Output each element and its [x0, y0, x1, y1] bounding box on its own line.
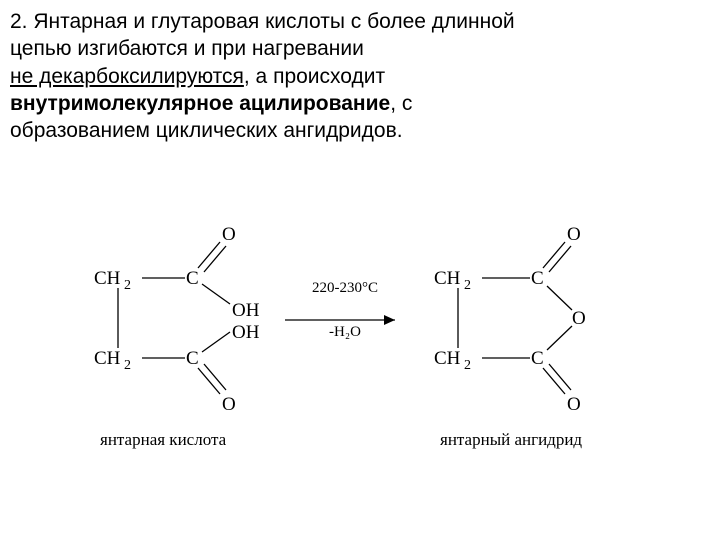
- svg-text:OH: OH: [232, 300, 260, 321]
- svg-text:O: O: [222, 394, 236, 415]
- line2: цепью изгибаются и при нагревании: [10, 37, 364, 60]
- svg-text:CH: CH: [434, 348, 461, 369]
- product-label: янтарный ангидрид: [440, 430, 582, 450]
- line3-rest: , а происходит: [244, 65, 385, 88]
- arrow-bottom-label: -H₂O: [290, 324, 400, 341]
- svg-text:2: 2: [124, 358, 131, 373]
- reactant-structure: CH2 CH2 C C O OH OH O: [80, 220, 270, 420]
- paragraph: 2. Янтарная и глутаровая кислоты с более…: [10, 8, 710, 144]
- svg-text:O: O: [567, 224, 581, 245]
- line5: образованием циклических ангидридов.: [10, 119, 403, 142]
- svg-text:C: C: [531, 348, 544, 369]
- svg-text:CH: CH: [94, 268, 121, 289]
- svg-text:O: O: [567, 394, 581, 415]
- svg-text:C: C: [186, 348, 199, 369]
- line3-underlined: не декарбоксилируются: [10, 65, 244, 88]
- svg-text:CH: CH: [434, 268, 461, 289]
- line4-bold: внутримолекулярное ацилирование: [10, 92, 390, 115]
- reactant-label: янтарная кислота: [100, 430, 226, 450]
- svg-text:O: O: [572, 308, 586, 329]
- product-structure: CH2 CH2 C C O O O: [420, 220, 620, 420]
- svg-text:OH: OH: [232, 322, 260, 343]
- svg-text:2: 2: [464, 278, 471, 293]
- reaction-arrow: [280, 290, 410, 350]
- line4-rest: , с: [390, 92, 412, 115]
- svg-text:C: C: [531, 268, 544, 289]
- svg-text:2: 2: [124, 278, 131, 293]
- line1: 2. Янтарная и глутаровая кислоты с более…: [10, 10, 515, 33]
- reaction-scheme: CH2 CH2 C C O OH OH O 220-230°C -H₂O: [80, 220, 640, 500]
- arrow-top-label: 220-230°C: [290, 280, 400, 297]
- svg-text:C: C: [186, 268, 199, 289]
- svg-text:CH: CH: [94, 348, 121, 369]
- svg-text:2: 2: [464, 358, 471, 373]
- svg-text:O: O: [222, 224, 236, 245]
